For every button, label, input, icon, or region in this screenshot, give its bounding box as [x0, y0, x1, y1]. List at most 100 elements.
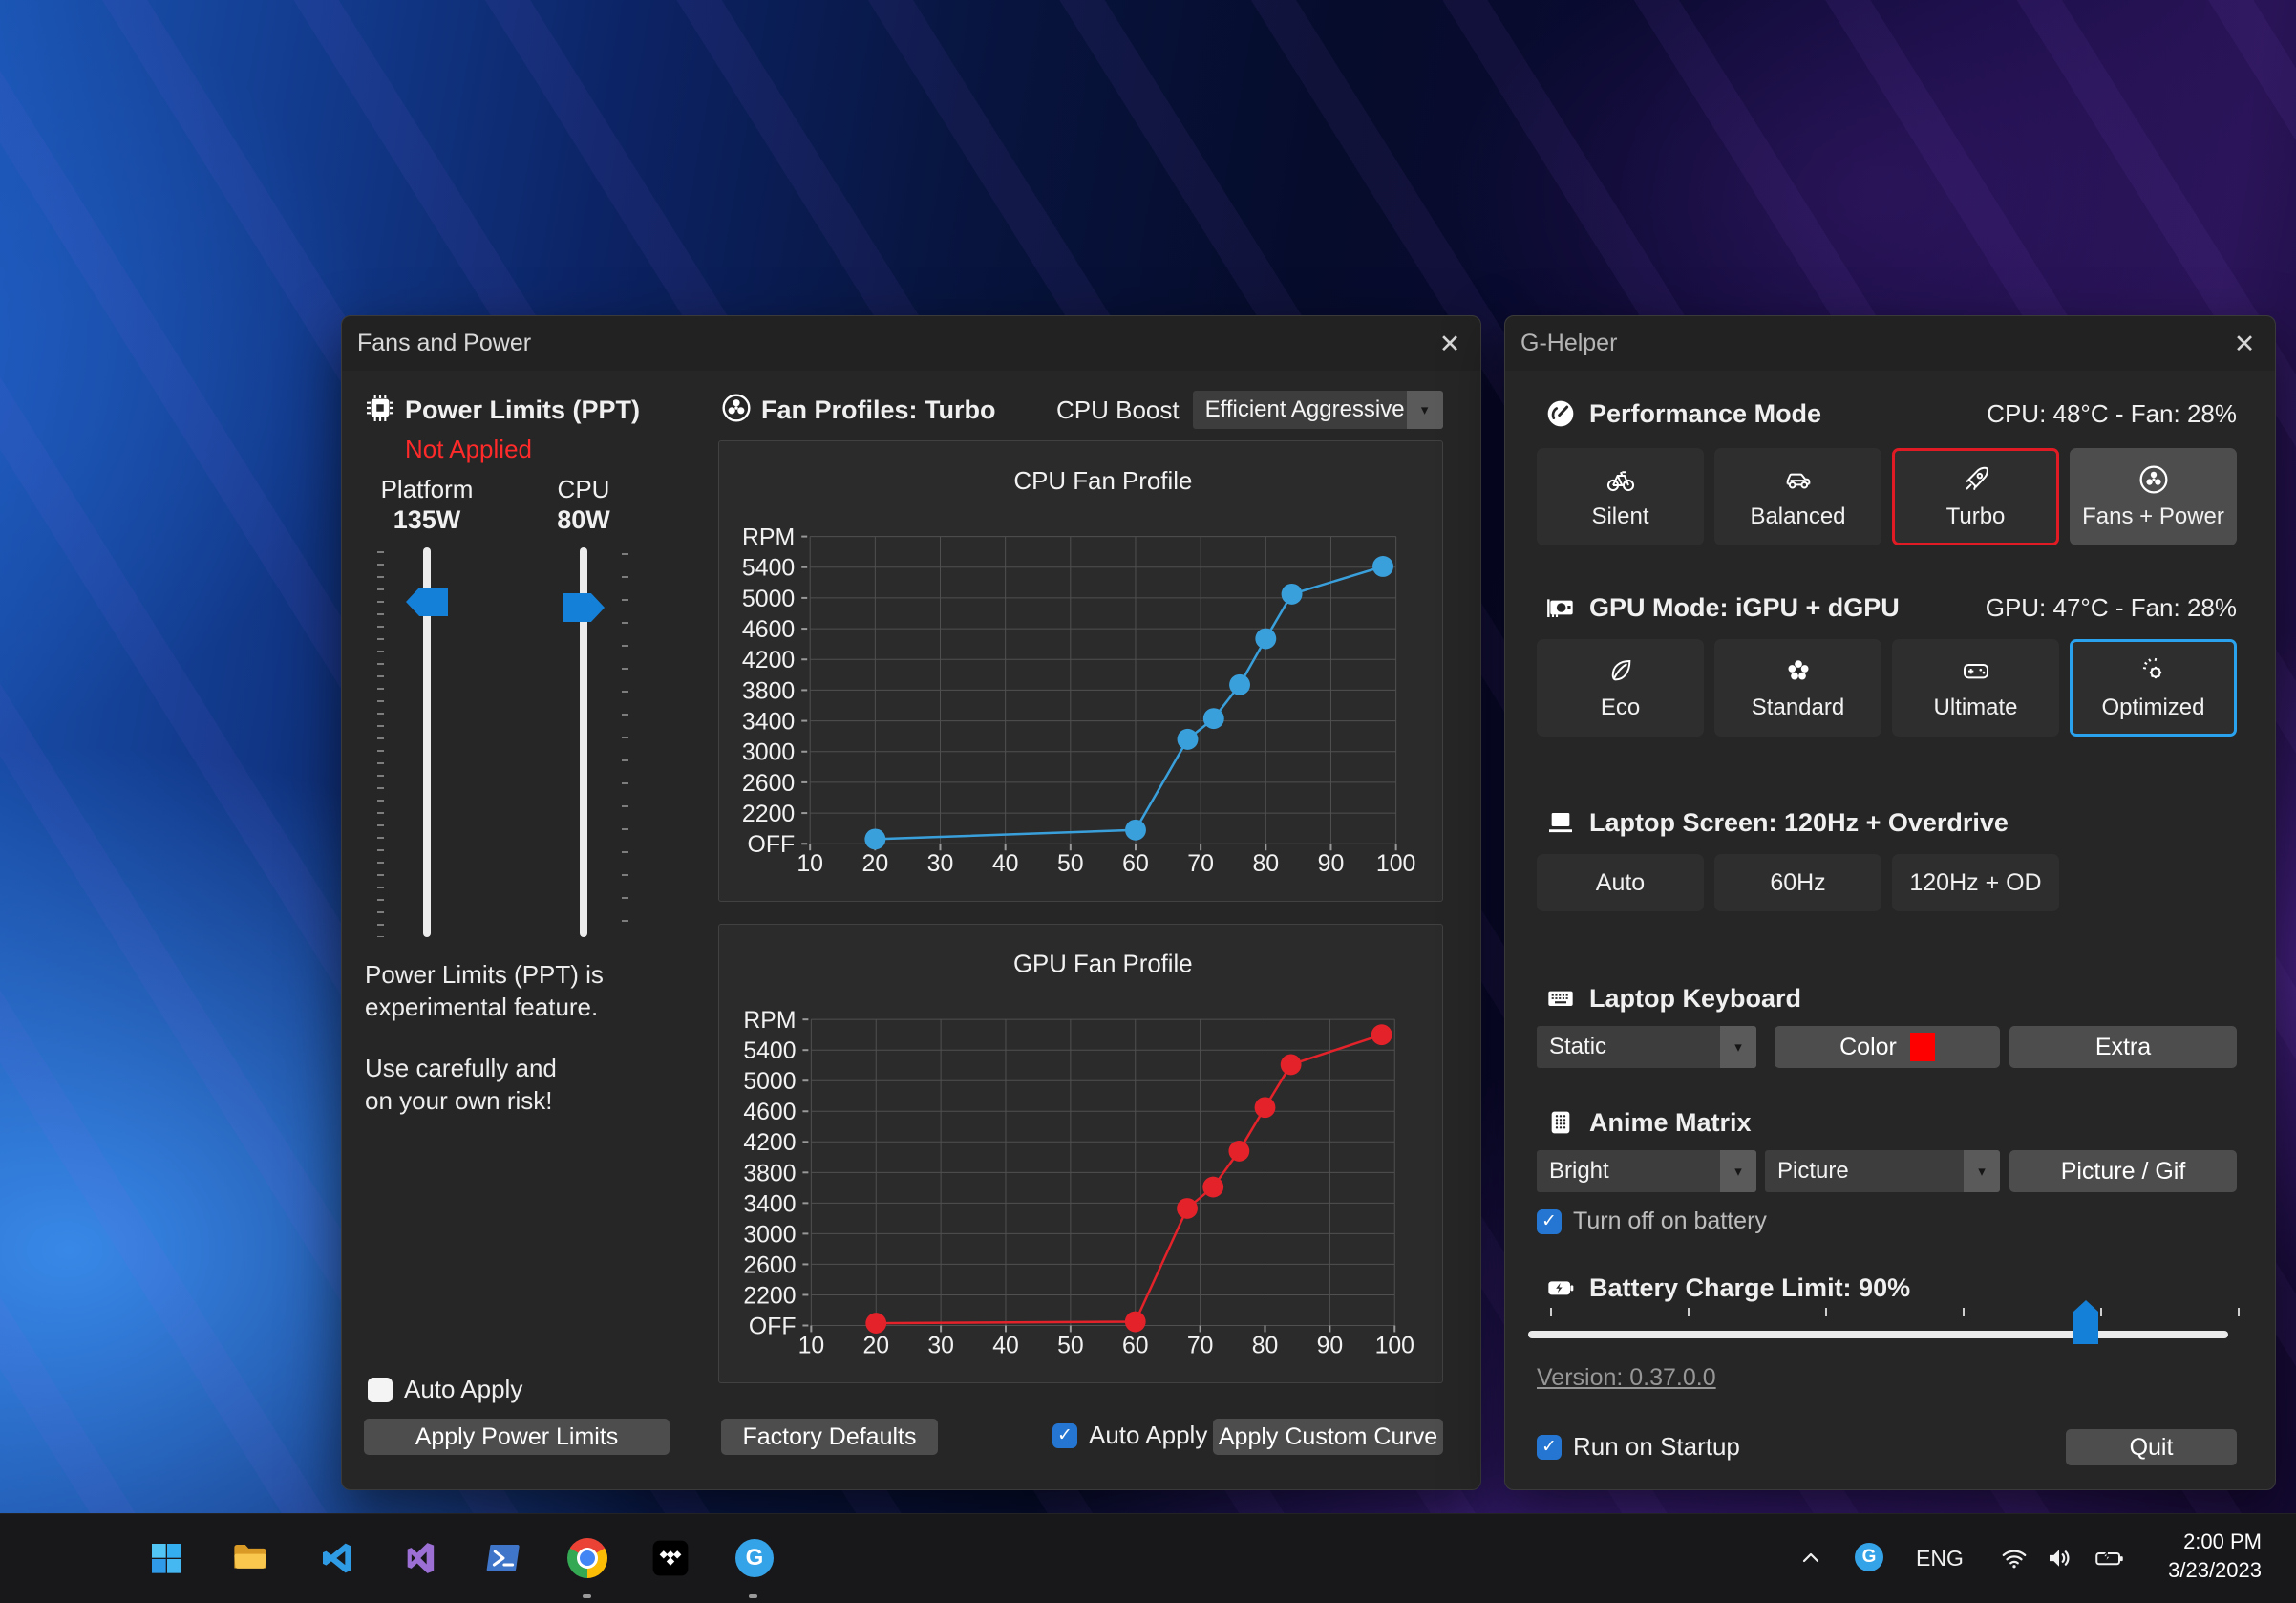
svg-text:4200: 4200: [742, 647, 795, 673]
svg-text:4200: 4200: [743, 1130, 796, 1156]
version-link[interactable]: Version: 0.37.0.0: [1537, 1364, 1716, 1391]
svg-text:3000: 3000: [743, 1222, 796, 1248]
svg-text:70: 70: [1187, 850, 1214, 877]
bicycle-icon: [1606, 470, 1634, 491]
mode-button-turbo[interactable]: Turbo: [1892, 448, 2059, 545]
close-icon[interactable]: ✕: [2233, 330, 2256, 358]
battery-section-header: Battery Charge Limit: 90%: [1545, 1271, 2237, 1305]
curve-auto-apply-checkbox[interactable]: ✓: [1052, 1422, 1077, 1448]
gpu-fan-chart[interactable]: GPU Fan Profile RPM 5400 5000 4600 4200 3800 34…: [718, 924, 1443, 1383]
svg-text:GPU Fan Profile: GPU Fan Profile: [1013, 951, 1193, 978]
gpu-button-ultimate[interactable]: Ultimate: [1892, 639, 2059, 737]
keyboard-extra-button[interactable]: Extra: [2009, 1026, 2237, 1068]
platform-slider-track[interactable]: [423, 547, 431, 937]
battery-slider-thumb[interactable]: [2073, 1300, 2098, 1344]
tidal-button[interactable]: [649, 1537, 691, 1579]
cpu-boost-label: CPU Boost: [1056, 395, 1180, 424]
volume-icon[interactable]: [2042, 1543, 2076, 1573]
battery-slider-track[interactable]: [1528, 1331, 2228, 1338]
svg-text:90: 90: [1318, 850, 1345, 877]
tray-language[interactable]: ENG: [1916, 1545, 1964, 1571]
laptop-icon: [1549, 813, 1572, 833]
svg-text:30: 30: [927, 850, 954, 877]
chevron-down-icon[interactable]: ▾: [1720, 1026, 1756, 1068]
g-helper-button[interactable]: G: [733, 1537, 776, 1579]
apply-power-limits-button[interactable]: Apply Power Limits: [364, 1419, 670, 1455]
matrix-brightness-select[interactable]: Bright ▾: [1537, 1150, 1756, 1192]
svg-text:2200: 2200: [743, 1283, 796, 1309]
gpu-button-standard[interactable]: Standard: [1714, 639, 1881, 737]
svg-text:50: 50: [1057, 850, 1084, 877]
gpu-button-optimized[interactable]: Optimized: [2070, 639, 2237, 737]
tidal-icon: [652, 1540, 689, 1576]
platform-slider-thumb[interactable]: [406, 588, 448, 616]
wifi-icon[interactable]: [1998, 1543, 2030, 1573]
taskbar-clock[interactable]: 2:00 PM 3/23/2023: [2168, 1528, 2262, 1585]
taskbar: G G ENG 2:00 PM 3/23/2023: [0, 1513, 2296, 1603]
matrix-running-select[interactable]: Picture ▾: [1765, 1150, 2000, 1192]
battery-icon: [1548, 1281, 1574, 1295]
file-explorer-button[interactable]: [229, 1537, 271, 1579]
matrix-picture-button[interactable]: Picture / Gif: [2009, 1150, 2237, 1192]
svg-text:3400: 3400: [742, 709, 795, 736]
gpu-section-header: GPU Mode: iGPU + dGPU GPU: 47°C - Fan: 2…: [1545, 590, 2237, 625]
svg-text:40: 40: [992, 850, 1019, 877]
svg-text:20: 20: [862, 850, 889, 877]
chrome-button[interactable]: [566, 1537, 608, 1579]
factory-defaults-button[interactable]: Factory Defaults: [721, 1419, 938, 1455]
powershell-button[interactable]: [482, 1537, 524, 1579]
g-helper-window: G-Helper ✕ Performance Mode CPU: 48°C - …: [1504, 315, 2276, 1490]
flower-icon: [1787, 659, 1809, 679]
run-on-startup-checkbox[interactable]: ✓: [1537, 1434, 1562, 1460]
fans-window-title: Fans and Power: [357, 330, 532, 356]
battery-tray-icon[interactable]: [2090, 1543, 2130, 1573]
matrix-running-value: Picture: [1777, 1158, 1849, 1184]
screen-button-auto[interactable]: Auto: [1537, 854, 1704, 911]
taskbar-time: 2:00 PM: [2183, 1529, 2262, 1553]
screen-button-120hz-od[interactable]: 120Hz + OD: [1892, 854, 2059, 911]
chevron-down-icon[interactable]: ▾: [1720, 1150, 1756, 1192]
tray-chevron-up-icon[interactable]: [1796, 1543, 1826, 1573]
cpu-boost-value: Efficient Aggressive: [1204, 396, 1405, 422]
mode-button-balanced[interactable]: Balanced: [1714, 448, 1881, 545]
keyboard-mode-select[interactable]: Static ▾: [1537, 1026, 1756, 1068]
platform-slider-ticks: [377, 551, 384, 937]
mode-button-silent[interactable]: Silent: [1537, 448, 1704, 545]
gamepad-icon: [1963, 663, 1988, 678]
turn-off-on-battery-checkbox[interactable]: ✓: [1537, 1208, 1562, 1234]
visual-studio-button[interactable]: [399, 1537, 441, 1579]
turn-off-on-battery-label: Turn off on battery: [1573, 1208, 1767, 1234]
svg-text:10: 10: [797, 850, 823, 877]
quit-button[interactable]: Quit: [2066, 1429, 2237, 1465]
svg-text:90: 90: [1317, 1333, 1344, 1358]
chevron-down-icon[interactable]: ▾: [1406, 391, 1443, 429]
keyboard-mode-value: Static: [1549, 1034, 1607, 1059]
vscode-button[interactable]: [316, 1537, 358, 1579]
cpu-slider-track[interactable]: [580, 547, 587, 937]
mode-button-fans-power[interactable]: Fans + Power: [2070, 448, 2237, 545]
auto-apply-checkbox[interactable]: [368, 1377, 393, 1402]
cpu-boost-select[interactable]: Efficient Aggressive ▾: [1192, 391, 1443, 429]
screen-button-60hz[interactable]: 60Hz: [1714, 854, 1881, 911]
svg-text:40: 40: [992, 1333, 1019, 1358]
fans-window-titlebar[interactable]: Fans and Power ✕: [342, 316, 1480, 371]
tray-g-helper-icon[interactable]: G: [1855, 1543, 1883, 1571]
start-button[interactable]: [145, 1537, 187, 1579]
curve-auto-apply-row: ✓ Auto Apply: [1052, 1421, 1207, 1450]
fan-icon: [722, 394, 751, 422]
svg-text:3000: 3000: [742, 739, 795, 766]
chevron-down-icon[interactable]: ▾: [1964, 1150, 2000, 1192]
gh-window-titlebar[interactable]: G-Helper ✕: [1505, 316, 2275, 371]
gpu-button-eco[interactable]: Eco: [1537, 639, 1704, 737]
cpu-slider-thumb[interactable]: [563, 593, 605, 622]
svg-text:80: 80: [1252, 1333, 1279, 1358]
keyboard-color-swatch: [1909, 1033, 1935, 1061]
gpu-buttons: Eco Standard Ultimate: [1537, 639, 2237, 737]
svg-text:5400: 5400: [742, 555, 795, 582]
cpu-fan-chart[interactable]: CPU Fan Profile RPM 5400 5000 4600 4200 3800 34…: [718, 440, 1443, 902]
svg-text:2200: 2200: [742, 801, 795, 827]
close-icon[interactable]: ✕: [1438, 330, 1461, 358]
keyboard-color-button[interactable]: Color: [1775, 1026, 2000, 1068]
apply-custom-curve-button[interactable]: Apply Custom Curve: [1213, 1419, 1443, 1455]
svg-text:50: 50: [1057, 1333, 1084, 1358]
